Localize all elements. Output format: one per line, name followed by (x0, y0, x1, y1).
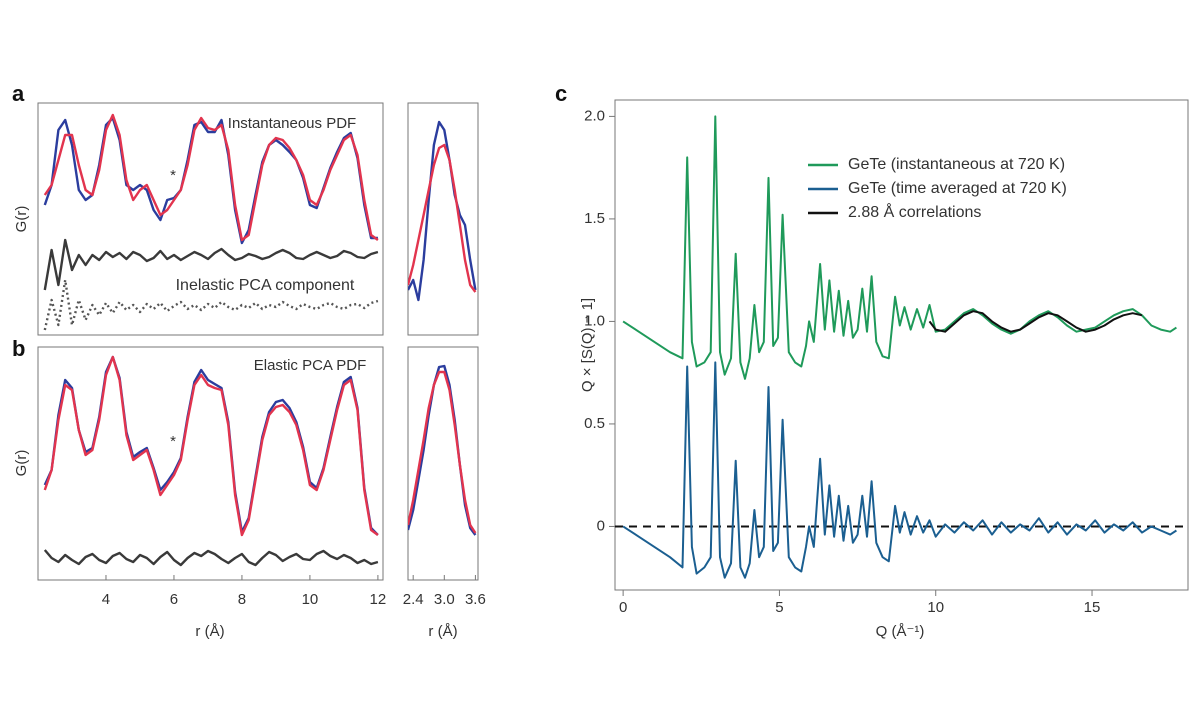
x-tick-label: 12 (370, 591, 387, 608)
plot-frame (407, 102, 479, 336)
x-tick-label: 10 (927, 599, 944, 616)
panel-letter: c (555, 81, 567, 106)
plot-frame (37, 346, 384, 581)
panel-letter: a (12, 81, 25, 106)
y-axis-label: G(r) (13, 206, 30, 233)
x-tick-label: 6 (170, 591, 178, 608)
series-label: Inelastic PCA component (176, 277, 355, 294)
legend-label: GeTe (instantaneous at 720 K) (848, 156, 1065, 173)
series-line (43, 278, 379, 331)
x-tick-label: 15 (1084, 599, 1101, 616)
x-axis-label: Q (Å⁻¹) (876, 623, 925, 640)
x-tick-label: 10 (302, 591, 319, 608)
y-tick-label: 2.0 (584, 107, 605, 124)
annotation: Elastic PCA PDF (254, 357, 367, 374)
y-axis-label: Q × [S(Q) − 1] (579, 298, 596, 392)
x-tick-label: 2.4 (403, 591, 424, 608)
x-tick-label: 5 (775, 599, 783, 616)
panel-letter: b (12, 336, 25, 361)
annotation: * (170, 433, 176, 450)
x-tick-label: 3.6 (465, 591, 486, 608)
series-line (622, 361, 1177, 579)
y-tick-label: 0.5 (584, 415, 605, 432)
plot-frame (614, 99, 1189, 591)
plot-frame (407, 346, 479, 581)
x-tick-label: 4 (102, 591, 110, 608)
series-line (408, 143, 477, 293)
legend-label: GeTe (time averaged at 720 K) (848, 180, 1067, 197)
series-line (43, 549, 379, 567)
plot-frame (37, 102, 384, 336)
y-tick-label: 0 (597, 517, 605, 534)
y-tick-label: 1.5 (584, 210, 605, 227)
x-tick-label: 3.0 (434, 591, 455, 608)
series-line (408, 364, 477, 536)
annotation: * (170, 167, 176, 184)
series-line (622, 115, 1177, 380)
x-tick-label: 8 (238, 591, 246, 608)
series-line (408, 370, 477, 534)
series-line (43, 113, 379, 242)
x-axis-label: r (Å) (428, 623, 457, 640)
annotation: Instantaneous PDF (228, 115, 356, 132)
series-line (43, 238, 379, 291)
x-tick-label: 0 (619, 599, 627, 616)
y-tick-label: 1.0 (584, 312, 605, 329)
series-line (408, 120, 477, 302)
y-axis-label: G(r) (13, 450, 30, 477)
x-axis-label: r (Å) (195, 623, 224, 640)
series-line (43, 355, 379, 537)
series-line (928, 310, 1143, 333)
legend-label: 2.88 Å correlations (848, 202, 981, 221)
